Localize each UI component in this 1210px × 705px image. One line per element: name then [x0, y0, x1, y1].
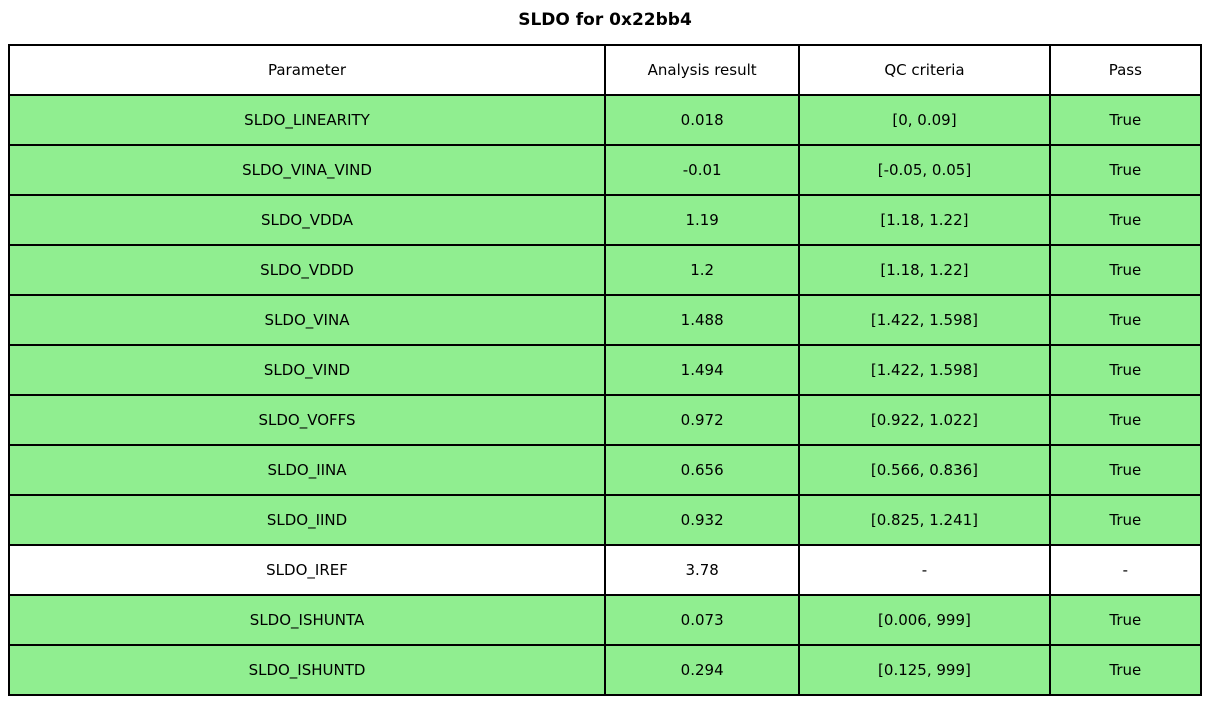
cell-parameter: SLDO_VINA_VIND: [7, 144, 607, 196]
cell-qc-criteria: [0.922, 1.022]: [798, 394, 1051, 446]
cell-parameter: SLDO_VDDD: [7, 244, 607, 296]
cell-parameter: SLDO_ISHUNTA: [7, 594, 607, 646]
table-row: SLDO_VIND 1.494 [1.422, 1.598] True: [7, 344, 1203, 396]
cell-pass: -: [1048, 544, 1203, 596]
table-row: SLDO_VINA_VIND -0.01 [-0.05, 0.05] True: [7, 144, 1203, 196]
table-row: SLDO_ISHUNTA 0.073 [0.006, 999] True: [7, 594, 1203, 646]
cell-analysis-result: 1.488: [604, 294, 801, 346]
cell-parameter: SLDO_VDDA: [7, 194, 607, 246]
cell-analysis-result: -0.01: [604, 144, 801, 196]
cell-qc-criteria: [0.566, 0.836]: [798, 444, 1051, 496]
cell-qc-criteria: [0.825, 1.241]: [798, 494, 1051, 546]
table-row: SLDO_LINEARITY 0.018 [0, 0.09] True: [7, 94, 1203, 146]
cell-parameter: SLDO_IIND: [7, 494, 607, 546]
table-row: SLDO_VOFFS 0.972 [0.922, 1.022] True: [7, 394, 1203, 446]
cell-qc-criteria: [1.422, 1.598]: [798, 344, 1051, 396]
cell-parameter: SLDO_ISHUNTD: [7, 644, 607, 696]
cell-pass: True: [1048, 594, 1203, 646]
cell-pass: True: [1048, 244, 1203, 296]
cell-analysis-result: 1.2: [604, 244, 801, 296]
cell-analysis-result: 0.656: [604, 444, 801, 496]
cell-pass: True: [1048, 494, 1203, 546]
column-header-qc-criteria: QC criteria: [798, 44, 1051, 96]
table-row: SLDO_IREF 3.78- -: [7, 544, 1203, 596]
cell-parameter: SLDO_VINA: [7, 294, 607, 346]
cell-analysis-result: 0.073: [604, 594, 801, 646]
cell-pass: True: [1048, 344, 1203, 396]
cell-qc-criteria: -: [798, 544, 1051, 596]
cell-qc-criteria: [-0.05, 0.05]: [798, 144, 1051, 196]
cell-pass: True: [1048, 294, 1203, 346]
column-header-parameter: Parameter: [7, 44, 607, 96]
cell-pass: True: [1048, 394, 1203, 446]
cell-qc-criteria: [1.422, 1.598]: [798, 294, 1051, 346]
cell-analysis-result: 1.494: [604, 344, 801, 396]
cell-parameter: SLDO_IINA: [7, 444, 607, 496]
cell-pass: True: [1048, 644, 1203, 696]
chart-title: SLDO for 0x22bb4: [518, 10, 692, 30]
table-row: SLDO_ISHUNTD 0.294 [0.125, 999] True: [7, 644, 1203, 696]
cell-parameter: SLDO_IREF: [7, 544, 607, 596]
cell-pass: True: [1048, 444, 1203, 496]
table-header-row: Parameter Analysis result QC criteria Pa…: [7, 44, 1203, 96]
table-row: SLDO_VINA 1.488 [1.422, 1.598] True: [7, 294, 1203, 346]
table-row: SLDO_IINA 0.656 [0.566, 0.836] True: [7, 444, 1203, 496]
table-row: SLDO_IIND 0.932 [0.825, 1.241] True: [7, 494, 1203, 546]
cell-qc-criteria: [0, 0.09]: [798, 94, 1051, 146]
qc-results-table: Parameter Analysis result QC criteria Pa…: [7, 44, 1203, 696]
cell-qc-criteria: [0.006, 999]: [798, 594, 1051, 646]
cell-qc-criteria: [0.125, 999]: [798, 644, 1051, 696]
cell-parameter: SLDO_VOFFS: [7, 394, 607, 446]
cell-analysis-result: 0.972: [604, 394, 801, 446]
cell-analysis-result: 1.19: [604, 194, 801, 246]
column-header-analysis-result: Analysis result: [604, 44, 801, 96]
cell-pass: True: [1048, 94, 1203, 146]
column-header-pass: Pass: [1048, 44, 1203, 96]
cell-parameter: SLDO_VIND: [7, 344, 607, 396]
table-row: SLDO_VDDD 1.2 [1.18, 1.22] True: [7, 244, 1203, 296]
cell-analysis-result: 3.78: [604, 544, 801, 596]
cell-analysis-result: 0.294: [604, 644, 801, 696]
table-body: SLDO_LINEARITY 0.018 [0, 0.09] True SLDO_VIN…: [7, 94, 1203, 696]
cell-pass: True: [1048, 194, 1203, 246]
cell-analysis-result: 0.018: [604, 94, 801, 146]
table-row: SLDO_VDDA 1.19 [1.18, 1.22] True: [7, 194, 1203, 246]
cell-qc-criteria: [1.18, 1.22]: [798, 194, 1051, 246]
cell-qc-criteria: [1.18, 1.22]: [798, 244, 1051, 296]
cell-parameter: SLDO_LINEARITY: [7, 94, 607, 146]
cell-analysis-result: 0.932: [604, 494, 801, 546]
cell-pass: True: [1048, 144, 1203, 196]
